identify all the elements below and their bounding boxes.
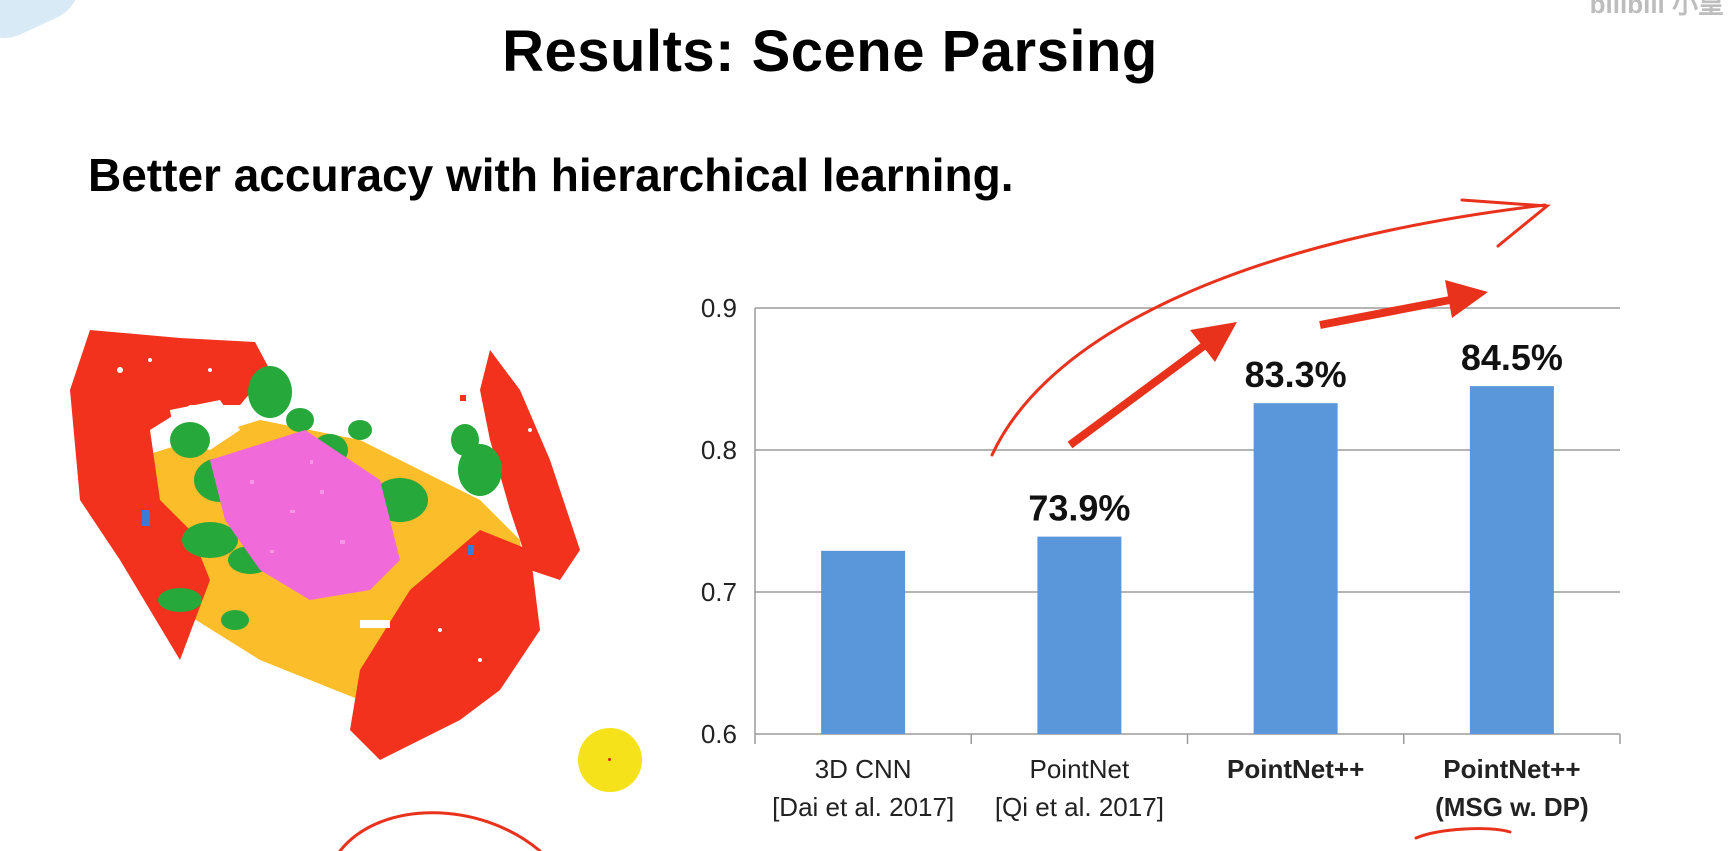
scene-left-wall-region bbox=[70, 330, 270, 660]
annotation-big-arc bbox=[990, 203, 1547, 457]
x-category-label: [Dai et al. 2017] bbox=[772, 792, 954, 822]
scene-table-region bbox=[210, 430, 400, 600]
scene-blue-accent bbox=[142, 510, 150, 526]
y-tick-label: 0.7 bbox=[701, 577, 737, 607]
x-category-label: (MSG w. DP) bbox=[1435, 792, 1589, 822]
x-category-label: 3D CNN bbox=[815, 754, 912, 784]
chart-axes bbox=[754, 308, 1621, 744]
slide-title: Results: Scene Parsing bbox=[502, 19, 1158, 84]
bar bbox=[821, 550, 906, 734]
scene-right-wall-region bbox=[480, 350, 580, 580]
chart-labels: 0.6 0.7 0.8 0.9 3D CNN [Dai et al. 2017] 73.9%… bbox=[701, 293, 1589, 822]
y-tick-label: 0.9 bbox=[701, 293, 737, 323]
scene-front-wall-region bbox=[350, 530, 540, 760]
x-category-label: [Qi et al. 2017] bbox=[995, 792, 1164, 822]
y-tick-label: 0.8 bbox=[701, 435, 737, 465]
annotation-arrow-1 bbox=[1067, 341, 1208, 449]
segmented-point-cloud-image bbox=[70, 330, 580, 760]
slide-subtitle: Better accuracy with hierarchical learni… bbox=[88, 149, 1014, 201]
data-label: 83.3% bbox=[1245, 354, 1347, 395]
annotation-underline bbox=[1414, 827, 1512, 840]
chart-bars bbox=[821, 386, 1554, 734]
pointer-highlight-dot bbox=[578, 728, 642, 792]
bar bbox=[1253, 403, 1338, 734]
y-tick-label: 0.6 bbox=[701, 719, 737, 749]
watermark: bilibili 小皇 bbox=[1589, 0, 1724, 19]
annotation-big-arc-head bbox=[1460, 198, 1551, 248]
bar bbox=[1037, 536, 1122, 734]
handwritten-annotations bbox=[338, 198, 1551, 851]
x-category-label: PointNet++ bbox=[1227, 754, 1364, 784]
data-label: 84.5% bbox=[1461, 337, 1563, 378]
data-label: 73.9% bbox=[1028, 488, 1130, 529]
annotation-arrows bbox=[1067, 280, 1488, 449]
x-category-label: PointNet bbox=[1030, 754, 1130, 784]
annotation-bottom-arc bbox=[338, 811, 542, 851]
annotation-arrow-2 bbox=[1319, 296, 1451, 329]
x-category-label: PointNet++ bbox=[1443, 754, 1580, 784]
bar bbox=[1469, 386, 1554, 734]
